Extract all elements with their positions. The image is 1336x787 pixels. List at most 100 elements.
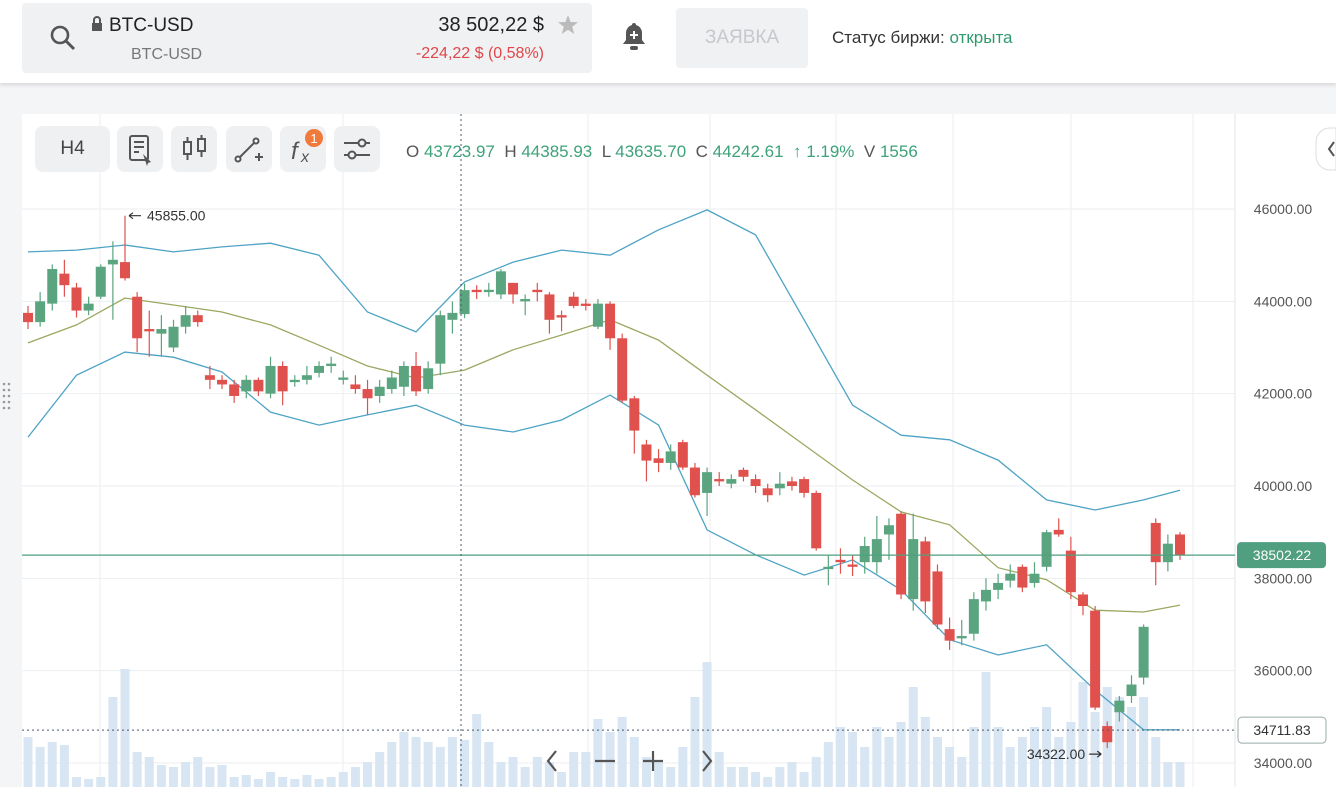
zoom-in[interactable] — [643, 751, 663, 771]
volume-bar — [302, 775, 312, 787]
candle-body — [483, 289, 494, 293]
chart-type-button[interactable] — [171, 126, 217, 172]
legend-label: C — [695, 142, 708, 161]
volume-bar — [666, 767, 676, 787]
candle-body — [532, 289, 543, 293]
interval-button[interactable]: H4 — [35, 126, 110, 172]
candle-body — [726, 479, 737, 484]
scroll-left[interactable] — [546, 750, 557, 772]
nav-controls — [546, 750, 713, 772]
band-upper — [27, 209, 1181, 511]
drawing-button[interactable] — [226, 126, 272, 172]
volume-bar — [266, 772, 276, 787]
side-panel-toggle[interactable] — [1315, 127, 1336, 171]
candle-body — [556, 315, 567, 318]
template-button[interactable] — [117, 126, 163, 172]
candle-body — [702, 472, 713, 493]
volume-bar — [326, 777, 336, 787]
candle-body — [71, 287, 82, 311]
volume-bar — [920, 717, 930, 787]
candle-body — [168, 326, 179, 348]
symbol-panel[interactable]: BTC-USD BTC-USD 38 502,22 $ -224,22 $ (0… — [22, 3, 592, 73]
min-label: 34322.00 — [1027, 746, 1086, 762]
drawing-icon — [234, 137, 263, 163]
order-button[interactable]: ЗАЯВКА — [676, 8, 808, 68]
volume-bar — [884, 737, 894, 787]
candle-body — [447, 312, 458, 320]
legend-label: L — [601, 142, 611, 161]
settings-button[interactable] — [334, 126, 380, 172]
candle-body — [1162, 543, 1173, 563]
volume-bar — [363, 762, 373, 787]
volume-bar — [423, 742, 433, 787]
volume-bar — [993, 727, 1003, 787]
volume-bar — [1054, 737, 1064, 787]
candle-body — [714, 479, 725, 482]
volume-bar — [751, 772, 761, 787]
candle-body — [338, 377, 349, 380]
legend-value: 43723.97 — [423, 142, 495, 161]
volume-bar — [726, 767, 736, 787]
search-icon[interactable] — [48, 23, 78, 53]
y-tick-label: 42000.00 — [1254, 386, 1313, 402]
max-label: 45855.00 — [147, 208, 206, 224]
candle-body — [568, 296, 579, 306]
last-price-label: 38502.22 — [1253, 547, 1312, 563]
candle-body — [289, 379, 300, 383]
max-arrow — [128, 212, 142, 220]
candle-body — [920, 541, 931, 602]
volume-bar — [1029, 727, 1039, 787]
volume-bar — [72, 777, 82, 787]
candle-body — [180, 315, 191, 327]
candles-icon — [183, 135, 206, 160]
candle-body — [859, 546, 870, 563]
candle-body — [968, 599, 979, 634]
volume-bar — [350, 767, 360, 787]
volume-bar — [169, 767, 179, 787]
candle-body — [156, 329, 167, 334]
price: 38 502,22 $ — [438, 14, 544, 36]
volume-bar — [460, 739, 470, 787]
alert-bell[interactable] — [619, 20, 649, 54]
volume-bar — [144, 757, 154, 787]
volume-bar — [1126, 707, 1136, 787]
candle-body — [265, 365, 276, 394]
svg-text:x: x — [300, 149, 310, 166]
volume-bar — [763, 777, 773, 787]
volume-bar — [472, 714, 482, 787]
candle-body — [1029, 573, 1040, 583]
vertical-grid — [99, 114, 1194, 787]
candle-body — [95, 266, 106, 297]
volume-bar — [629, 737, 639, 787]
candle-body — [774, 483, 785, 489]
candle-body — [908, 539, 919, 600]
legend-label: H — [504, 142, 517, 161]
scroll-right[interactable] — [702, 750, 713, 772]
volume-bar — [981, 672, 991, 787]
candle-body — [459, 290, 470, 315]
candle-body — [629, 398, 640, 431]
candle-body — [592, 303, 603, 327]
volume-bar — [205, 767, 215, 787]
volume-bar — [860, 747, 870, 787]
volume-bar — [848, 732, 858, 787]
candle-body — [1077, 594, 1088, 607]
y-tick-label: 46000.00 — [1254, 201, 1313, 217]
drag-handle[interactable] — [2, 382, 11, 410]
lock-icon — [92, 16, 102, 31]
band-middle — [27, 297, 1181, 613]
candle-body — [980, 589, 991, 602]
volume-bar — [35, 747, 45, 787]
candle-body — [435, 315, 446, 364]
volume-bar — [120, 669, 130, 787]
candle-body — [883, 525, 894, 535]
volume-bar — [872, 727, 882, 787]
y-tick-label: 44000.00 — [1254, 293, 1313, 309]
volume-bar — [678, 747, 688, 787]
candle-body — [605, 303, 616, 339]
price-change: -224,22 $ (0,58%) — [415, 45, 544, 62]
favorite-star[interactable] — [556, 13, 580, 37]
candle-body — [411, 365, 422, 392]
